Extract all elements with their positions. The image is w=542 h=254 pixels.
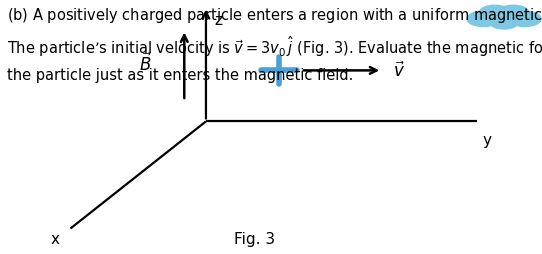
Text: the particle just as it enters the magnetic field.: the particle just as it enters the magne… (7, 67, 353, 82)
Circle shape (479, 6, 510, 21)
Circle shape (508, 12, 541, 27)
Text: $\vec{v}$: $\vec{v}$ (393, 61, 405, 81)
Circle shape (498, 6, 529, 21)
Text: y: y (482, 132, 492, 147)
Circle shape (482, 8, 526, 28)
Text: (b) A positively charged particle enters a region with a uniform magnetic field : (b) A positively charged particle enters… (7, 1, 542, 26)
Text: The particle’s initial velocity is $\vec{v} = 3v_0\,\hat{j}$ (Fig. 3). Evaluate : The particle’s initial velocity is $\vec… (7, 34, 542, 59)
Text: Fig. 3: Fig. 3 (234, 231, 275, 246)
Text: z: z (214, 13, 222, 28)
Circle shape (467, 12, 500, 27)
Circle shape (489, 16, 519, 30)
Text: x: x (50, 231, 60, 246)
Text: $\vec{B}$: $\vec{B}$ (139, 52, 152, 75)
